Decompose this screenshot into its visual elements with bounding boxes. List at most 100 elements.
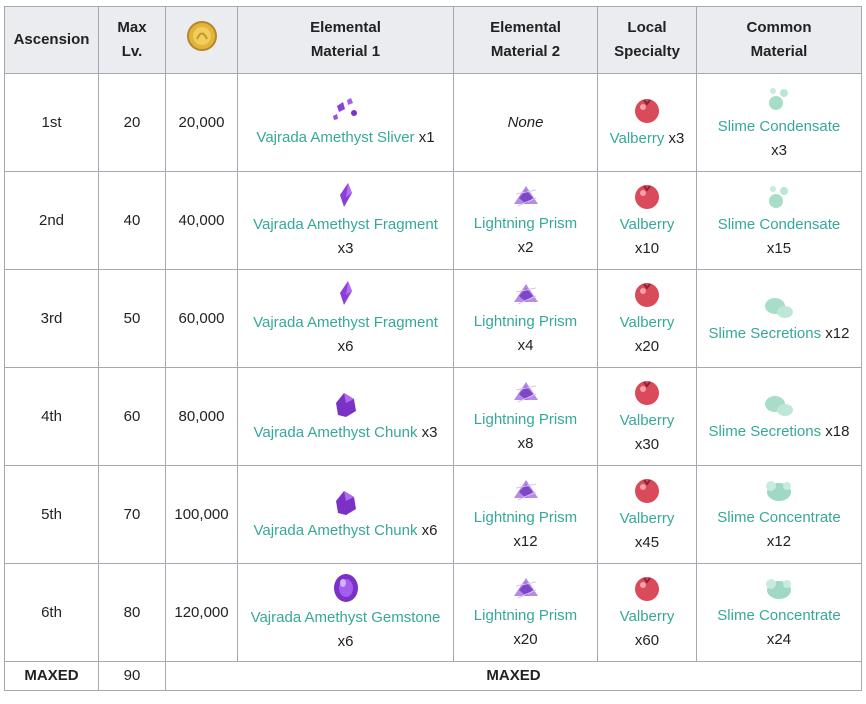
slime-concentrate-icon (766, 480, 791, 501)
mora-coin-icon (186, 21, 217, 51)
lightning-prism-icon (513, 381, 538, 402)
elemental-2-qty: x8 (517, 434, 534, 452)
elemental-2-link[interactable]: Lightning Prism (473, 410, 578, 428)
ascension-cell: 5th (4, 465, 99, 564)
elemental-2-qty: x12 (513, 532, 538, 550)
slime-secretions-icon (765, 395, 793, 416)
max-lv-cell: 70 (98, 465, 166, 564)
elemental-1-cell: Vajrada Amethyst Fragment x3 (237, 171, 454, 270)
mora-cell: 40,000 (165, 171, 238, 270)
ascension-cell: 4th (4, 367, 99, 466)
lightning-prism-icon (513, 185, 538, 206)
common-material-link[interactable]: Slime Condensate (717, 215, 841, 233)
max-lv-cell: 90 (98, 661, 166, 691)
local-specialty-cell: Valberry x20 (597, 269, 697, 368)
elemental-1-qty: x6 (337, 337, 354, 355)
ascension-cell: 3rd (4, 269, 99, 368)
elemental-2-link[interactable]: Lightning Prism (473, 214, 578, 232)
elemental-2-cell: Lightning Prism x20 (453, 563, 598, 662)
table-row: 2nd 40 40,000 Vajrada Amethyst Fragment x… (4, 171, 862, 270)
mora-cell: 60,000 (165, 269, 238, 368)
common-material-link[interactable]: Slime Concentrate (717, 508, 841, 526)
local-specialty-link[interactable]: Valberry (619, 215, 675, 233)
elemental-2-qty: x2 (517, 238, 534, 256)
local-specialty-link[interactable]: Valberry (619, 411, 675, 429)
local-specialty-link[interactable]: Valberry (619, 313, 675, 331)
elemental-2-link[interactable]: Lightning Prism (473, 508, 578, 526)
ascension-cell: 1st (4, 73, 99, 172)
ascension-table: Ascension Max Lv. Elemental Material 1 Ele… (4, 6, 862, 691)
elemental-2-qty: x20 (513, 630, 538, 648)
lightning-prism-icon (513, 577, 538, 598)
common-material-qty: x18 (825, 422, 850, 440)
common-material-cell: Slime Condensate x15 (696, 171, 862, 270)
local-specialty-qty: x45 (634, 533, 660, 551)
valberry-icon (635, 282, 659, 307)
header-elemental-1: Elemental Material 1 (237, 6, 454, 74)
max-lv-cell: 60 (98, 367, 166, 466)
elemental-1-cell: Vajrada Amethyst Fragment x6 (237, 269, 454, 368)
table-row: 4th 60 80,000 Vajrada Amethyst Chunk x3 … (4, 367, 862, 466)
local-specialty-qty: x3 (668, 129, 685, 147)
local-specialty-cell: Valberry x60 (597, 563, 697, 662)
elemental-2-link[interactable]: Lightning Prism (473, 606, 578, 624)
local-specialty-cell: Valberry x10 (597, 171, 697, 270)
amethyst-chunk-icon (335, 392, 356, 417)
common-material-cell: Slime Concentrate x12 (696, 465, 862, 564)
header-elemental-2: Elemental Material 2 (453, 6, 598, 74)
local-specialty-qty: x10 (634, 239, 660, 257)
elemental-2-cell: Lightning Prism x8 (453, 367, 598, 466)
elemental-2-qty: x4 (517, 336, 534, 354)
elemental-1-link[interactable]: Vajrada Amethyst Fragment (253, 215, 438, 233)
local-specialty-qty: x20 (634, 337, 660, 355)
local-specialty-link[interactable]: Valberry (619, 509, 675, 527)
ascension-cell: MAXED (4, 661, 99, 691)
valberry-icon (635, 98, 659, 123)
max-lv-cell: 80 (98, 563, 166, 662)
common-material-link[interactable]: Slime Secretions (708, 422, 822, 440)
table-row: 1st 20 20,000 Vajrada Amethyst Sliver x1… (4, 73, 862, 172)
common-material-link[interactable]: Slime Secretions (708, 324, 822, 342)
local-specialty-cell: Valberry x30 (597, 367, 697, 466)
header-common-material: Common Material (696, 6, 862, 74)
elemental-1-link[interactable]: Vajrada Amethyst Gemstone (250, 608, 441, 626)
elemental-2-link[interactable]: Lightning Prism (473, 312, 578, 330)
local-specialty-cell: Valberry x3 (597, 73, 697, 172)
max-lv-cell: 40 (98, 171, 166, 270)
elemental-1-link[interactable]: Vajrada Amethyst Chunk (253, 521, 418, 539)
amethyst-sliver-icon (332, 97, 357, 120)
header-ascension: Ascension (4, 6, 99, 74)
slime-condensate-icon (769, 185, 788, 208)
slime-concentrate-icon (766, 578, 791, 599)
ascension-cell: 2nd (4, 171, 99, 270)
elemental-1-link[interactable]: Vajrada Amethyst Sliver (256, 128, 415, 146)
elemental-1-link[interactable]: Vajrada Amethyst Chunk (253, 423, 418, 441)
elemental-1-link[interactable]: Vajrada Amethyst Fragment (253, 313, 438, 331)
max-lv-cell: 50 (98, 269, 166, 368)
common-material-qty: x12 (825, 324, 850, 342)
elemental-2-cell: Lightning Prism x2 (453, 171, 598, 270)
common-material-cell: Slime Condensate x3 (696, 73, 862, 172)
elemental-1-cell: Vajrada Amethyst Gemstone x6 (237, 563, 454, 662)
valberry-icon (635, 478, 659, 503)
elemental-2-cell: Lightning Prism x12 (453, 465, 598, 564)
common-material-qty: x3 (771, 141, 787, 159)
ascension-cell: 6th (4, 563, 99, 662)
common-material-link[interactable]: Slime Concentrate (717, 606, 841, 624)
elemental-1-cell: Vajrada Amethyst Chunk x6 (237, 465, 454, 564)
common-material-link[interactable]: Slime Condensate (717, 117, 841, 135)
local-specialty-link[interactable]: Valberry (619, 607, 675, 625)
slime-condensate-icon (769, 87, 788, 110)
maxed-cell: MAXED (165, 661, 862, 691)
local-specialty-cell: Valberry x45 (597, 465, 697, 564)
header-max-lv: Max Lv. (98, 6, 166, 74)
header-mora (165, 6, 238, 74)
elemental-1-qty: x6 (421, 521, 438, 539)
local-specialty-link[interactable]: Valberry (609, 129, 665, 147)
elemental-1-qty: x3 (421, 423, 438, 441)
none-text: None (507, 113, 544, 131)
elemental-1-qty: x1 (418, 128, 435, 146)
common-material-qty: x24 (766, 630, 792, 648)
common-material-cell: Slime Secretions x12 (696, 269, 862, 368)
elemental-2-cell: Lightning Prism x4 (453, 269, 598, 368)
